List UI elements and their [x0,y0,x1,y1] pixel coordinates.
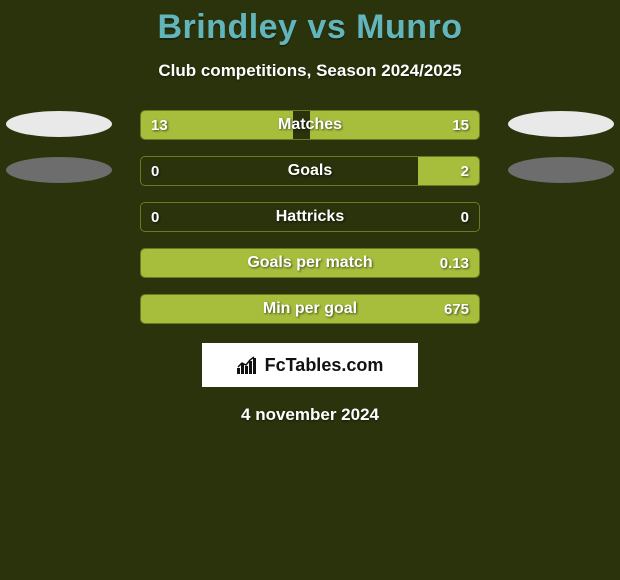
player-left-ellipse [6,111,112,137]
bars-icon [237,356,259,374]
metric-bar: 675Min per goal [140,294,480,324]
fill-right [418,157,479,185]
metric-bar: 0 0Hattricks [140,202,480,232]
date: 4 november 2024 [0,405,620,425]
fill-right [310,111,479,139]
player-right-ellipse [508,111,614,137]
value-left: 0 [151,157,159,185]
metric-bar: 02Goals [140,156,480,186]
logo-box: FcTables.com [202,343,418,387]
page-subtitle: Club competitions, Season 2024/2025 [0,61,620,81]
metric-bar: 0.13Goals per match [140,248,480,278]
logo-text: FcTables.com [265,355,384,376]
player-right-ellipse [508,157,614,183]
player-left-ellipse [6,157,112,183]
value-left: 0 [151,203,159,231]
metric-row: 1315Matches [0,107,620,141]
comparison-rows: 1315Matches02Goals00Hattricks0.13Goals p… [0,107,620,325]
fill-left [141,111,293,139]
metric-row: 02Goals [0,153,620,187]
value-right: 0 [461,203,469,231]
logo: FcTables.com [237,355,384,376]
fill-right [141,295,479,323]
metric-row: 0.13Goals per match [0,245,620,279]
metric-row: 0 0Hattricks [0,199,620,233]
page-title: Brindley vs Munro [0,8,620,47]
metric-row: 675Min per goal [0,291,620,325]
metric-bar: 1315Matches [140,110,480,140]
fill-right [141,249,479,277]
metric-label: Hattricks [141,203,479,231]
